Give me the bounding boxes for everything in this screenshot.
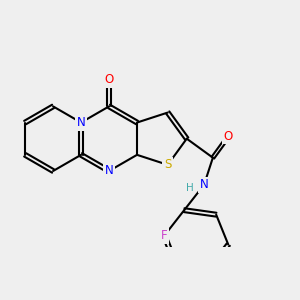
Text: O: O xyxy=(224,130,233,143)
Text: S: S xyxy=(164,158,171,171)
Text: N: N xyxy=(105,164,113,178)
Text: O: O xyxy=(104,74,114,86)
Text: H: H xyxy=(186,183,194,193)
Text: F: F xyxy=(161,229,168,242)
Text: N: N xyxy=(77,116,85,129)
Text: N: N xyxy=(200,178,208,191)
